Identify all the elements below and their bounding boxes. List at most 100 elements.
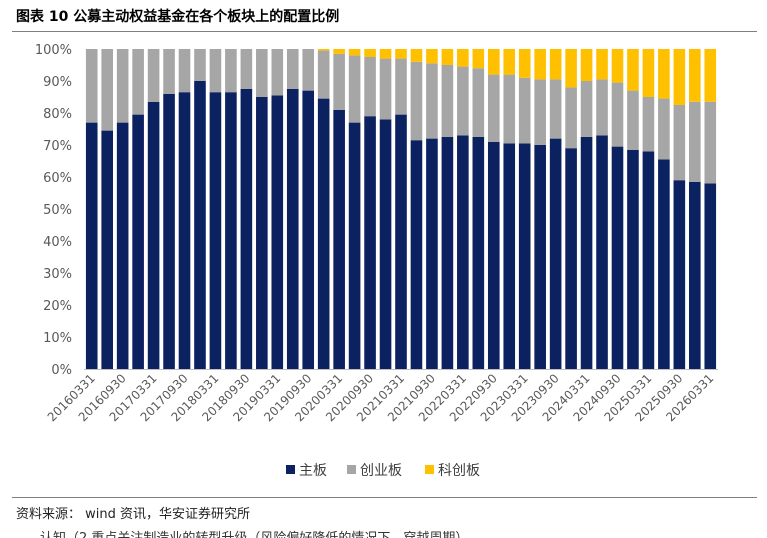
bar-segment xyxy=(348,49,361,56)
top-divider xyxy=(12,31,757,32)
bar-segment xyxy=(565,49,577,88)
bar-segment xyxy=(379,119,392,370)
bar-segment xyxy=(163,49,175,94)
y-tick-label: 40% xyxy=(43,235,72,250)
bar-segment xyxy=(240,89,253,369)
bar-segment xyxy=(487,49,500,75)
bar-segment xyxy=(132,49,144,115)
bar-segment xyxy=(302,49,315,91)
bar-segment xyxy=(410,49,423,62)
bar-segment xyxy=(503,49,516,75)
bar-segment xyxy=(441,137,454,369)
bar-segment xyxy=(549,49,562,80)
bar-segment xyxy=(596,79,608,136)
y-tick-label: 90% xyxy=(43,75,72,90)
bar-segment xyxy=(163,93,175,370)
y-tick-label: 80% xyxy=(43,107,72,122)
x-axis: 2016033120160930201703312017093020180331… xyxy=(45,369,718,424)
bar-segment xyxy=(132,114,144,369)
bar-segment xyxy=(627,49,639,91)
bar-segment xyxy=(472,68,485,137)
bar-segment xyxy=(611,49,624,83)
bar-segment xyxy=(333,53,345,110)
bar-segment xyxy=(364,57,376,117)
bar-segment xyxy=(85,122,98,369)
bar-segment xyxy=(85,49,98,123)
bar-segment xyxy=(286,89,299,369)
bar-segment xyxy=(472,49,485,69)
bar-segment xyxy=(194,81,206,369)
bar-segment xyxy=(147,101,160,370)
bar-segment xyxy=(302,90,315,369)
bar-segment xyxy=(503,143,516,369)
bar-segment xyxy=(317,49,330,51)
bar-segment xyxy=(518,77,531,144)
bar-segment xyxy=(395,49,407,59)
bar-segment xyxy=(410,61,423,141)
bar-segment xyxy=(333,109,345,370)
bar-segment xyxy=(658,98,670,160)
bar-segment xyxy=(101,130,113,369)
bar-segment xyxy=(596,49,608,80)
bar-segment xyxy=(271,49,284,96)
bar-segment xyxy=(410,140,423,369)
bar-segment xyxy=(194,49,206,81)
bar-segment xyxy=(225,92,237,369)
bar-segment xyxy=(426,63,438,139)
bar-segment xyxy=(286,49,299,89)
bar-segment xyxy=(271,95,284,370)
bar-segment xyxy=(565,87,577,149)
bar-segment xyxy=(116,49,129,123)
legend-swatch xyxy=(286,465,295,474)
stacked-bar-chart: 0% 10% 20% 30% 40% 50% 60% 70% 80% 90% 100% 201603… xyxy=(35,43,718,479)
bar-segment xyxy=(441,65,454,137)
bar-segment xyxy=(395,114,407,369)
source-note: 资料来源： wind 资讯，华安证券研究所 xyxy=(16,507,251,522)
chart-title: 图表 10 公募主动权益基金在各个板块上的配置比例 xyxy=(16,9,340,25)
bar-segment xyxy=(549,138,562,369)
y-tick-label: 50% xyxy=(43,203,72,218)
bar-segment xyxy=(333,49,345,54)
legend-label: 主板 xyxy=(299,463,327,479)
bar-segment xyxy=(565,148,577,369)
bar-segment xyxy=(209,49,222,93)
legend-label: 科创板 xyxy=(438,463,480,479)
bar-segment xyxy=(673,49,686,105)
bar-segment xyxy=(209,92,222,369)
bar-segment xyxy=(441,49,454,65)
bar-segment xyxy=(673,180,686,369)
bar-segment xyxy=(379,49,392,59)
bar-segment xyxy=(611,82,624,147)
bar-segment xyxy=(225,49,237,93)
bar-segment xyxy=(627,149,639,369)
bottom-divider xyxy=(12,497,757,498)
bar-segment xyxy=(240,49,253,89)
bar-segment xyxy=(348,55,361,123)
bar-segment xyxy=(580,137,593,369)
cutoff-text: 认知（2.重点关注制造业的转型升级（风险偏好降低的情况下，穿越周期） xyxy=(40,527,468,538)
bar-segment xyxy=(317,50,330,99)
bar-segment xyxy=(689,49,701,102)
bar-segment xyxy=(116,122,129,369)
legend-swatch xyxy=(425,465,434,474)
bar-segment xyxy=(487,141,500,369)
y-tick-label: 70% xyxy=(43,139,72,154)
bar-segment xyxy=(457,135,469,369)
bar-segment xyxy=(549,79,562,139)
bar-segment xyxy=(534,79,546,145)
bar-segment xyxy=(580,81,593,137)
bar-segment xyxy=(611,146,624,369)
bar-segment xyxy=(627,90,639,150)
bar-segment xyxy=(348,122,361,369)
bar-segment xyxy=(472,137,485,369)
bar-segment xyxy=(178,92,191,369)
y-tick-label: 20% xyxy=(43,299,72,314)
bar-segment xyxy=(534,145,546,369)
bar-segment xyxy=(395,58,407,115)
bar-segment xyxy=(426,138,438,369)
bar-segment xyxy=(101,49,113,131)
bar-segment xyxy=(364,49,376,57)
y-tick-label: 10% xyxy=(43,331,72,346)
bar-segment xyxy=(642,49,655,97)
bar-segment xyxy=(457,66,469,136)
